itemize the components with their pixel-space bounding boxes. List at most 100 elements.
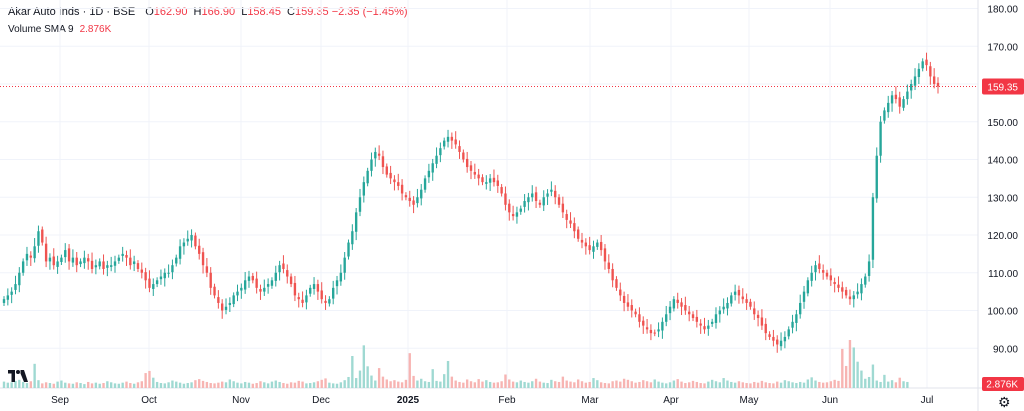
volume-bar xyxy=(381,376,385,388)
volume-bar xyxy=(592,378,595,388)
candle-body xyxy=(508,203,511,213)
volume-bar xyxy=(875,380,878,388)
candle-body xyxy=(504,193,507,205)
volume-bar xyxy=(557,381,561,388)
volume-bar xyxy=(270,381,274,388)
candle-body xyxy=(699,323,702,326)
candle-body xyxy=(645,327,649,330)
volume-bar xyxy=(393,380,396,388)
candle-body xyxy=(921,61,924,69)
volume-bar xyxy=(756,382,760,388)
volume-bar xyxy=(175,381,178,388)
volume-bar xyxy=(760,380,764,388)
candle-body xyxy=(867,261,871,276)
volume-bar xyxy=(347,376,350,388)
candle-body xyxy=(98,261,101,267)
candle-body xyxy=(829,275,833,281)
candle-body xyxy=(121,253,124,256)
candle-body xyxy=(347,242,350,257)
volume-bar xyxy=(814,380,817,388)
volume-bar xyxy=(488,381,492,388)
y-tick-label: 180.00 xyxy=(987,5,1018,16)
volume-bar xyxy=(753,381,756,388)
candle-body xyxy=(691,314,695,319)
volume-bar xyxy=(695,381,699,388)
candle-body xyxy=(435,155,438,164)
candle-body xyxy=(52,256,55,266)
candle-body xyxy=(259,288,262,292)
volume-bar xyxy=(416,380,419,388)
candle-body xyxy=(358,197,362,212)
volume-bar xyxy=(768,383,771,388)
volume-bar xyxy=(44,382,48,388)
x-tick-label: Dec xyxy=(312,395,330,406)
volume-bar xyxy=(351,356,354,388)
volume-bar xyxy=(619,381,622,388)
volume-bar xyxy=(41,383,44,388)
volume-bar xyxy=(642,380,645,388)
candle-body xyxy=(75,257,78,266)
candle-body xyxy=(309,287,312,294)
volume-bar xyxy=(565,380,568,388)
gear-icon[interactable]: ⚙ xyxy=(998,394,1011,410)
y-tick-label: 120.00 xyxy=(987,231,1018,242)
volume-bar xyxy=(776,381,779,388)
volume-bar xyxy=(883,374,886,388)
candle-body xyxy=(561,203,565,213)
tradingview-logo-icon[interactable] xyxy=(8,370,28,382)
volume-bar xyxy=(676,379,679,388)
candle-body xyxy=(186,238,189,242)
volume-bar xyxy=(87,381,90,388)
candle-body xyxy=(446,136,450,142)
candle-body xyxy=(48,257,52,262)
y-tick-label: 150.00 xyxy=(987,118,1018,129)
y-tick-label: 170.00 xyxy=(987,42,1018,53)
candle-body xyxy=(423,178,427,190)
volume-bar xyxy=(194,380,197,388)
candle-body xyxy=(557,197,561,205)
candle-body xyxy=(37,231,40,246)
volume-bar xyxy=(450,376,454,388)
volume-bar xyxy=(18,379,21,388)
volume-bar xyxy=(795,383,798,388)
candle-body xyxy=(198,245,201,254)
y-tick-label: 110.00 xyxy=(988,269,1018,280)
volume-bar xyxy=(684,383,687,388)
candle-body xyxy=(167,272,170,274)
volume-bar xyxy=(645,381,649,388)
volume-bar xyxy=(377,368,381,388)
candle-body xyxy=(684,305,687,311)
candle-body xyxy=(71,257,75,263)
volume-bar xyxy=(864,378,867,388)
candle-body xyxy=(465,158,469,168)
candle-body xyxy=(473,171,477,175)
candle-body xyxy=(289,276,293,285)
candle-body xyxy=(554,190,557,198)
volume-bar xyxy=(140,381,143,388)
candle-body xyxy=(856,291,859,295)
volume-bar xyxy=(247,382,251,388)
volume-bar xyxy=(83,384,86,388)
candle-body xyxy=(710,321,714,324)
volume-legend[interactable]: Volume SMA 9 2.876K xyxy=(8,24,111,35)
candle-body xyxy=(236,291,239,296)
volume-bar xyxy=(596,380,599,388)
candle-body xyxy=(703,326,706,330)
close-key: C xyxy=(287,6,295,18)
volume-bar xyxy=(515,382,519,388)
volume-bar xyxy=(305,383,308,388)
candle-body xyxy=(599,241,603,251)
candle-body xyxy=(806,280,810,294)
volume-bar xyxy=(902,381,905,388)
candle-body xyxy=(163,272,166,279)
candle-body xyxy=(852,295,855,300)
candle-body xyxy=(837,284,840,288)
candle-body xyxy=(205,266,209,273)
volume-bar xyxy=(423,381,427,388)
candle-body xyxy=(688,311,691,315)
candle-body xyxy=(190,235,193,241)
low-key: L xyxy=(241,6,248,18)
volume-bar xyxy=(251,383,254,388)
candle-body xyxy=(182,242,186,247)
